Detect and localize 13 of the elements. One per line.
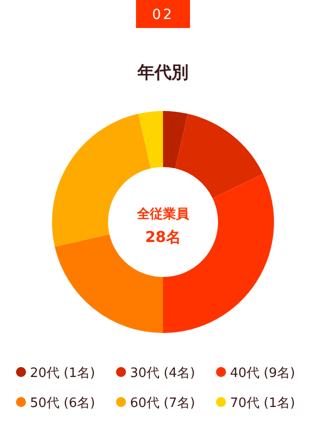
text: 02	[152, 7, 174, 23]
donut-slice	[163, 111, 188, 168]
legend-label: 20代 (1名)	[30, 366, 96, 381]
legend-label: 40代 (9名)	[230, 366, 296, 381]
text: 全従業員	[136, 207, 190, 222]
legend-label: 50代 (6名)	[30, 396, 96, 411]
legend-label: 30代 (4名)	[130, 366, 196, 381]
donut-slice	[138, 111, 163, 168]
donut-slice	[175, 114, 264, 198]
chart-title: 年代別	[136, 63, 188, 83]
text: 28名	[145, 228, 181, 246]
legend-label: 60代 (7名)	[130, 396, 196, 411]
legend-label: 70代 (1名)	[230, 396, 296, 411]
